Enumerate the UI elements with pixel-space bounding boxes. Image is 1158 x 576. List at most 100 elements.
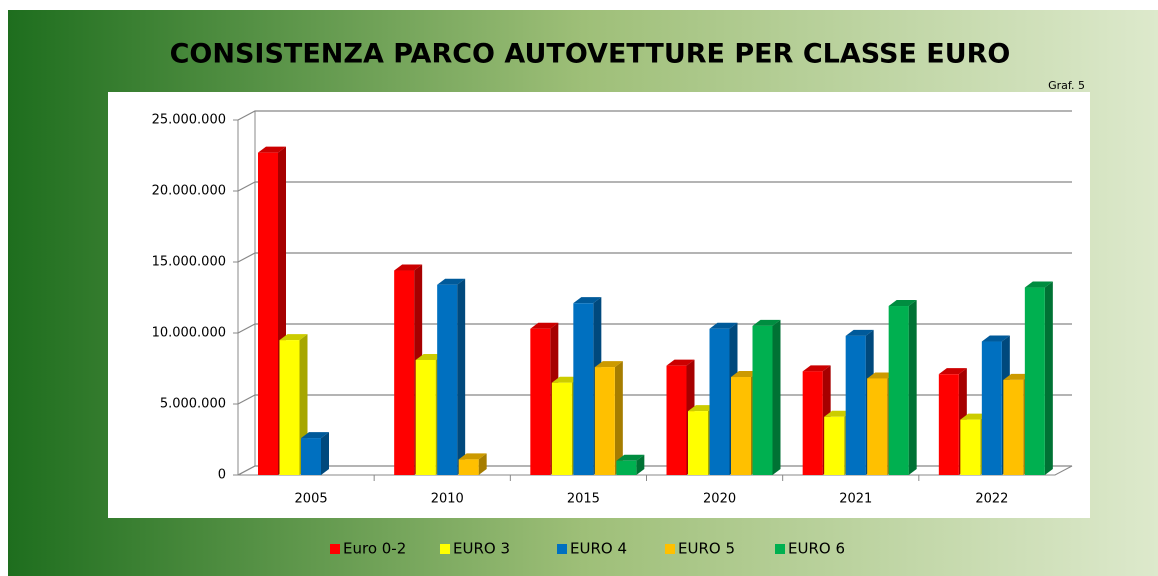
- bar-front: [666, 365, 687, 475]
- bar-top: [394, 264, 423, 271]
- x-tick-label: 2010: [431, 492, 464, 507]
- y-tick-label: 10.000.000: [152, 326, 226, 341]
- grid-line: [237, 465, 1072, 476]
- bar-front: [824, 416, 845, 475]
- bar-side: [636, 454, 645, 475]
- legend-label: EURO 3: [453, 540, 510, 558]
- bar-top: [960, 413, 989, 420]
- bar-front: [415, 359, 436, 475]
- bar: [301, 432, 329, 475]
- bar-front: [551, 382, 572, 475]
- bar-side: [1044, 281, 1053, 475]
- bar-front: [867, 378, 888, 475]
- bar-top: [573, 297, 602, 304]
- bar-front: [616, 460, 637, 475]
- bar-top: [458, 453, 487, 460]
- grid-line: [237, 323, 1072, 334]
- x-tick-label: 2005: [295, 492, 328, 507]
- y-tick-label: 5.000.000: [160, 397, 226, 412]
- bar-top: [867, 372, 896, 379]
- bar-side: [457, 278, 466, 475]
- bar: [888, 300, 917, 475]
- legend-swatch: [665, 544, 675, 554]
- bar-top: [415, 353, 444, 360]
- bar-front: [802, 371, 823, 475]
- legend-swatch: [440, 544, 450, 554]
- bar-front: [731, 377, 751, 475]
- bar-side: [908, 300, 917, 475]
- bar-top: [437, 278, 466, 285]
- bar-front: [688, 411, 708, 475]
- bar: [1024, 281, 1053, 475]
- grid-line: [237, 394, 1072, 405]
- x-tick-label: 2015: [567, 492, 600, 507]
- bar-front: [1003, 379, 1024, 475]
- bar-top: [731, 371, 759, 378]
- bar-top: [938, 368, 967, 375]
- legend-swatch: [775, 544, 785, 554]
- grid-line: [237, 110, 1072, 121]
- bar-front: [394, 270, 415, 475]
- bar-front: [981, 341, 1002, 475]
- bar: [594, 361, 623, 475]
- bar-front: [530, 328, 551, 475]
- bar-front: [752, 325, 773, 475]
- bar-front: [301, 438, 321, 475]
- bar-top: [258, 146, 286, 153]
- bar-top: [594, 361, 623, 368]
- bar-top: [279, 334, 308, 341]
- bar-top: [301, 432, 329, 439]
- chart-subtitle: Graf. 5: [1048, 79, 1085, 92]
- y-tick-label: 20.000.000: [152, 184, 226, 199]
- bar-top: [530, 322, 559, 329]
- y-tick-label: 0: [218, 468, 226, 483]
- bar: [437, 278, 466, 475]
- bar-front: [594, 367, 615, 475]
- legend-label: EURO 4: [570, 540, 627, 558]
- bar: [752, 319, 781, 475]
- bar-front: [437, 284, 458, 475]
- y-tick-label: 25.000.000: [152, 113, 226, 128]
- bar-top: [666, 359, 695, 366]
- bar-top: [824, 410, 853, 417]
- bar-front: [1024, 287, 1045, 475]
- bar-top: [845, 329, 874, 336]
- bar-front: [938, 374, 959, 475]
- bar-side: [614, 361, 623, 475]
- legend-label: EURO 6: [788, 540, 845, 558]
- bar-front: [845, 335, 866, 475]
- bar-front: [573, 303, 594, 475]
- x-tick-label: 2021: [839, 492, 872, 507]
- x-tick-label: 2020: [703, 492, 736, 507]
- bar-front: [709, 328, 730, 475]
- bar: [616, 454, 645, 475]
- bar-front: [279, 340, 300, 475]
- bar-top: [1024, 281, 1053, 288]
- y-tick-label: 15.000.000: [152, 255, 226, 270]
- chart-title: CONSISTENZA PARCO AUTOVETTURE PER CLASSE…: [170, 39, 1011, 70]
- bar-top: [709, 322, 738, 329]
- bar-front: [888, 306, 909, 475]
- legend-swatch: [557, 544, 567, 554]
- bar-front: [458, 459, 479, 475]
- bar-side: [478, 453, 487, 475]
- grid-line: [237, 252, 1072, 263]
- bar-top: [688, 405, 716, 412]
- x-tick-label: 2022: [975, 492, 1008, 507]
- legend-label: EURO 5: [678, 540, 735, 558]
- bar-front: [258, 152, 278, 475]
- bar: [938, 368, 967, 475]
- bar-top: [1003, 373, 1032, 380]
- bar-side: [772, 319, 781, 475]
- bar-top: [616, 454, 645, 461]
- legend-swatch: [330, 544, 340, 554]
- bar-side: [321, 432, 329, 475]
- grid-line: [237, 181, 1072, 192]
- bar-top: [888, 300, 917, 307]
- bar-front: [960, 419, 981, 475]
- bar-top: [981, 335, 1010, 342]
- bar-top: [752, 319, 781, 326]
- bar-top: [551, 376, 580, 383]
- bar-top: [802, 365, 831, 372]
